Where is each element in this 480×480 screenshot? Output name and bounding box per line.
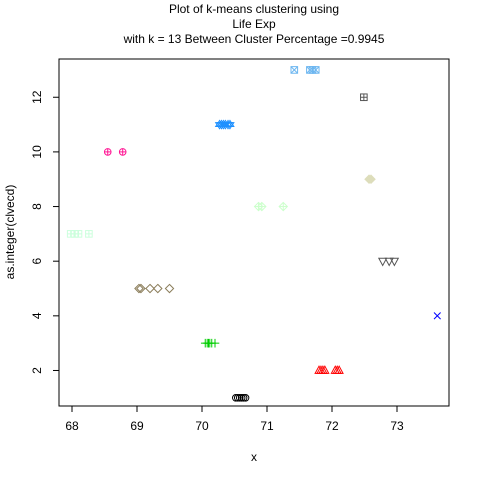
data-point-cluster-1 — [233, 394, 242, 402]
x-axis: 68 69 70 71 72 73 — [65, 405, 404, 433]
plot-frame — [58, 58, 450, 407]
data-point-cluster-6 — [377, 257, 388, 267]
data-point-cluster-8 — [278, 201, 289, 212]
data-point-cluster-5 — [136, 283, 146, 294]
x-axis-label: x — [251, 450, 257, 464]
data-point-cluster-13 — [290, 66, 299, 74]
data-point-cluster-9 — [366, 174, 376, 185]
y-tick-label: 10 — [30, 145, 44, 159]
x-tick-label: 70 — [195, 419, 209, 433]
y-tick-label: 6 — [30, 258, 44, 265]
y-tick-label: 4 — [30, 312, 44, 319]
data-point-cluster-13 — [311, 66, 320, 74]
data-point-cluster-10 — [103, 148, 112, 156]
data-point-cluster-1 — [232, 394, 240, 402]
data-point-cluster-5 — [152, 283, 163, 294]
data-point-cluster-11 — [225, 119, 235, 130]
data-point-cluster-4 — [433, 312, 441, 320]
data-point-cluster-1 — [239, 394, 248, 402]
data-point-cluster-1 — [235, 394, 244, 402]
chart-title-line-1: Plot of k-means clustering using — [169, 2, 339, 16]
y-tick-label: 12 — [30, 90, 44, 104]
data-points — [66, 66, 441, 402]
data-point-cluster-7 — [74, 230, 83, 238]
x-tick-label: 71 — [260, 419, 274, 433]
data-point-cluster-1 — [237, 394, 246, 402]
data-point-cluster-6 — [384, 257, 394, 267]
data-point-cluster-5 — [145, 283, 155, 294]
data-point-cluster-3 — [210, 338, 220, 348]
y-axis: 2 4 6 8 10 12 — [30, 90, 60, 374]
x-tick-label: 68 — [65, 419, 79, 433]
data-point-cluster-2 — [334, 365, 344, 374]
y-tick-label: 2 — [30, 367, 44, 374]
data-point-cluster-5 — [134, 283, 144, 294]
x-tick-label: 69 — [130, 419, 144, 433]
data-point-cluster-12 — [360, 93, 368, 102]
data-point-cluster-10 — [118, 148, 127, 156]
chart-title-line-3: with k = 13 Between Cluster Percentage =… — [123, 32, 385, 46]
y-axis-label: as.integer(clvecd) — [3, 185, 17, 280]
data-point-cluster-2 — [320, 365, 330, 374]
data-point-cluster-7 — [85, 230, 93, 238]
chart-title-line-2: Life Exp — [232, 17, 276, 31]
x-tick-label: 73 — [390, 419, 404, 433]
x-tick-label: 72 — [325, 419, 339, 433]
data-point-cluster-1 — [241, 394, 250, 402]
data-point-cluster-6 — [389, 257, 400, 267]
data-point-cluster-5 — [164, 283, 175, 294]
data-point-cluster-8 — [256, 201, 267, 212]
y-tick-label: 8 — [30, 203, 44, 210]
